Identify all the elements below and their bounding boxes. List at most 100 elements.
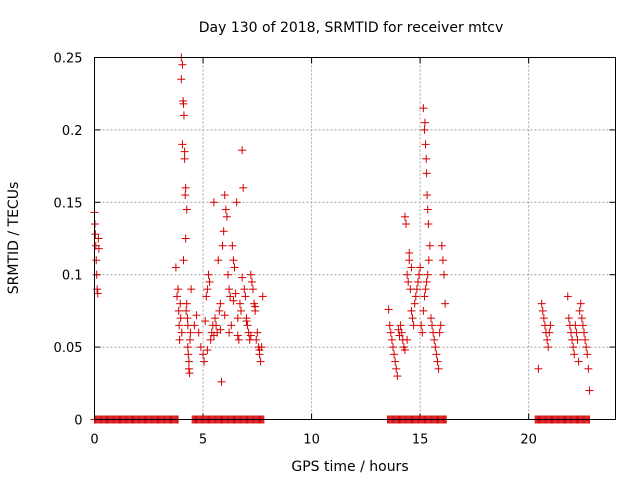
data-point bbox=[388, 343, 397, 352]
y-tick-label: 0.05 bbox=[54, 341, 83, 356]
data-point bbox=[433, 357, 442, 366]
x-tick-labels: 0 5 10 15 20 bbox=[90, 433, 537, 448]
data-point bbox=[234, 335, 243, 344]
data-point bbox=[91, 230, 100, 239]
data-point bbox=[407, 306, 416, 315]
data-point bbox=[181, 183, 190, 192]
data-point bbox=[585, 386, 594, 395]
data-point bbox=[569, 343, 578, 352]
data-point bbox=[440, 270, 449, 279]
data-point bbox=[176, 314, 185, 323]
data-point bbox=[418, 328, 427, 337]
data-point bbox=[226, 292, 235, 301]
data-point bbox=[181, 191, 190, 200]
data-point bbox=[94, 244, 103, 253]
data-point bbox=[428, 321, 437, 330]
data-point bbox=[580, 328, 589, 337]
data-point bbox=[202, 292, 211, 301]
data-point bbox=[183, 343, 192, 352]
data-point bbox=[384, 305, 393, 314]
data-point bbox=[392, 364, 401, 373]
data-point bbox=[385, 321, 394, 330]
data-point bbox=[184, 357, 193, 366]
data-point bbox=[183, 314, 192, 323]
data-point bbox=[194, 328, 203, 337]
y-tick-label: 0.2 bbox=[62, 124, 83, 139]
data-point bbox=[534, 364, 543, 373]
data-point bbox=[584, 364, 593, 373]
data-point bbox=[179, 99, 188, 108]
data-point bbox=[215, 306, 224, 315]
data-point bbox=[391, 357, 400, 366]
x-tick-label: 15 bbox=[412, 433, 429, 448]
data-point bbox=[247, 277, 256, 286]
data-point bbox=[180, 147, 189, 156]
data-point bbox=[241, 292, 250, 301]
data-point bbox=[421, 140, 430, 149]
data-point bbox=[253, 328, 262, 337]
data-point bbox=[422, 154, 431, 163]
data-point bbox=[572, 328, 581, 337]
data-point bbox=[209, 198, 218, 207]
data-point bbox=[255, 345, 264, 354]
data-point bbox=[258, 292, 267, 301]
data-point bbox=[573, 335, 582, 344]
y-tick-label: 0.15 bbox=[54, 196, 83, 211]
data-point bbox=[423, 205, 432, 214]
y-tick-label: 0 bbox=[74, 414, 82, 429]
data-point bbox=[545, 328, 554, 337]
data-point bbox=[432, 350, 441, 359]
data-point bbox=[403, 270, 412, 279]
data-point bbox=[423, 270, 432, 279]
x-tick-label: 20 bbox=[520, 433, 537, 448]
data-point bbox=[582, 343, 591, 352]
data-point bbox=[419, 104, 428, 113]
data-point bbox=[181, 234, 190, 243]
data-point bbox=[416, 263, 425, 272]
data-point bbox=[178, 60, 187, 69]
data-point bbox=[233, 314, 242, 323]
data-point bbox=[538, 306, 547, 315]
data-point bbox=[93, 289, 102, 298]
data-point bbox=[422, 277, 431, 286]
data-point bbox=[179, 256, 188, 265]
data-point bbox=[546, 321, 555, 330]
data-point bbox=[185, 369, 194, 378]
data-point bbox=[199, 350, 208, 359]
data-point bbox=[178, 140, 187, 149]
data-point bbox=[190, 321, 199, 330]
data-point bbox=[390, 350, 399, 359]
data-point bbox=[397, 328, 406, 337]
y-tick-label: 0.25 bbox=[54, 52, 83, 67]
data-point bbox=[435, 328, 444, 337]
data-point bbox=[229, 256, 238, 265]
data-point bbox=[239, 183, 248, 192]
data-point bbox=[409, 321, 418, 330]
data-point bbox=[177, 75, 186, 84]
data-point bbox=[171, 263, 180, 272]
data-point bbox=[441, 299, 450, 308]
plot-frame bbox=[94, 57, 616, 420]
data-point bbox=[182, 306, 191, 315]
data-point bbox=[246, 270, 255, 279]
data-point bbox=[184, 364, 193, 373]
data-point bbox=[186, 335, 195, 344]
data-point bbox=[246, 331, 255, 340]
data-point bbox=[251, 302, 260, 311]
data-point bbox=[256, 357, 265, 366]
data-point bbox=[214, 256, 223, 265]
data-point bbox=[420, 118, 429, 127]
data-point bbox=[174, 285, 183, 294]
data-point bbox=[228, 241, 237, 250]
x-tick-label: 0 bbox=[90, 433, 98, 448]
data-point bbox=[583, 350, 592, 359]
data-point bbox=[227, 321, 236, 330]
data-point bbox=[411, 292, 420, 301]
data-point bbox=[224, 270, 233, 279]
x-tick-label: 10 bbox=[303, 433, 320, 448]
y-tick-label: 0.1 bbox=[62, 269, 83, 284]
data-point bbox=[581, 335, 590, 344]
data-point bbox=[212, 321, 221, 330]
data-point bbox=[438, 256, 447, 265]
data-point bbox=[177, 328, 186, 337]
